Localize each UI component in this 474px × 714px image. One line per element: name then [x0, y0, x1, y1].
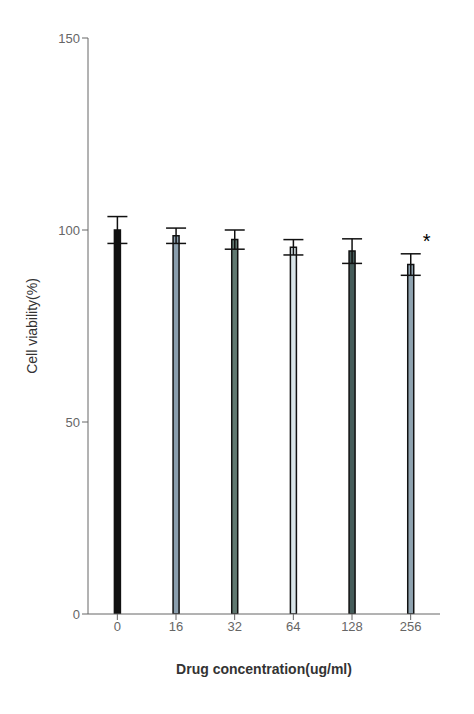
svg-text:128: 128	[341, 619, 363, 634]
svg-text:100: 100	[58, 223, 80, 238]
svg-text:0: 0	[73, 607, 80, 622]
svg-text:Cell viability(%): Cell viability(%)	[24, 278, 40, 374]
svg-text:0: 0	[114, 619, 121, 634]
svg-text:16: 16	[169, 619, 183, 634]
svg-text:32: 32	[227, 619, 241, 634]
svg-text:*: *	[423, 230, 431, 252]
svg-text:64: 64	[286, 619, 300, 634]
svg-text:256: 256	[400, 619, 422, 634]
svg-text:50: 50	[66, 415, 80, 430]
svg-text:Drug concentration(ug/ml): Drug concentration(ug/ml)	[176, 661, 352, 677]
svg-text:150: 150	[58, 31, 80, 46]
